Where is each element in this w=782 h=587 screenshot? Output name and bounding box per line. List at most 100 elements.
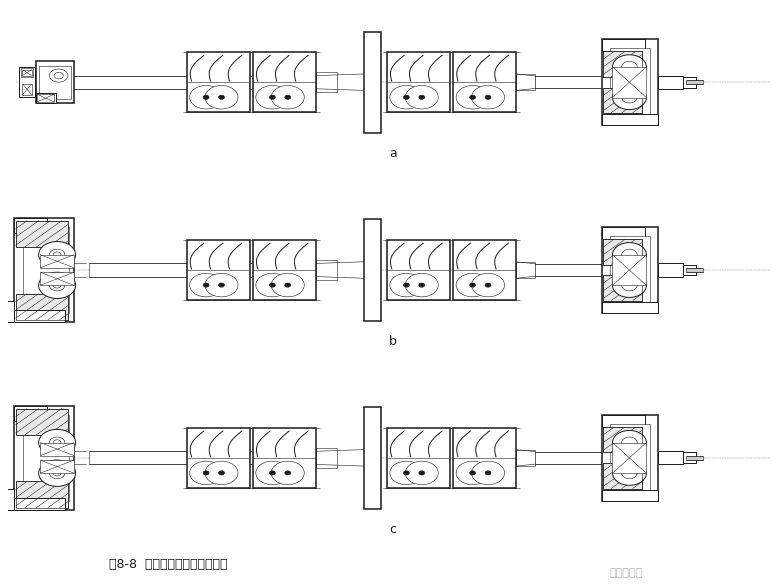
Circle shape [390, 86, 423, 109]
Circle shape [612, 86, 647, 110]
Bar [612, 255, 647, 285]
Bar [364, 220, 381, 321]
Bar [316, 72, 338, 92]
Bar [187, 52, 249, 112]
Circle shape [485, 283, 491, 287]
Circle shape [218, 471, 224, 475]
Circle shape [405, 86, 438, 109]
Bar [602, 415, 645, 427]
Bar [610, 48, 650, 116]
Circle shape [203, 95, 209, 99]
Bar [16, 481, 68, 508]
Bar [603, 463, 642, 488]
Circle shape [218, 283, 224, 287]
Circle shape [485, 95, 491, 99]
Circle shape [456, 461, 489, 485]
Polygon shape [316, 449, 364, 467]
Circle shape [404, 95, 409, 99]
Bar [364, 407, 381, 508]
Bar [686, 80, 702, 85]
Bar [23, 414, 70, 501]
Bar [23, 84, 32, 95]
Bar [14, 310, 65, 322]
Polygon shape [316, 73, 364, 91]
Text: b: b [389, 335, 397, 348]
Polygon shape [187, 76, 316, 89]
Bar [37, 95, 54, 102]
Bar [38, 66, 71, 99]
Circle shape [405, 274, 438, 297]
Circle shape [38, 460, 76, 487]
Bar [516, 262, 536, 278]
Bar [23, 70, 32, 76]
Circle shape [256, 461, 289, 485]
Bar [16, 481, 68, 508]
Circle shape [49, 437, 65, 448]
Circle shape [472, 86, 504, 109]
Circle shape [622, 92, 637, 103]
Circle shape [285, 95, 291, 99]
Circle shape [472, 461, 504, 485]
Bar [516, 450, 536, 466]
Bar [187, 240, 249, 300]
Circle shape [218, 95, 224, 99]
Bar [602, 39, 658, 125]
Circle shape [205, 86, 238, 109]
Polygon shape [536, 451, 602, 464]
Circle shape [189, 461, 223, 485]
Circle shape [390, 461, 423, 485]
Circle shape [405, 461, 438, 485]
Circle shape [271, 274, 304, 297]
Bar [253, 52, 316, 112]
Polygon shape [74, 76, 187, 89]
Circle shape [189, 86, 223, 109]
Bar [20, 68, 34, 97]
Bar [387, 240, 450, 300]
Circle shape [256, 274, 289, 297]
Bar [23, 227, 70, 313]
Circle shape [49, 468, 65, 478]
Circle shape [271, 86, 304, 109]
Bar [387, 428, 450, 488]
Polygon shape [88, 451, 187, 464]
Bar [603, 87, 642, 113]
Circle shape [622, 62, 637, 72]
Bar [187, 428, 249, 488]
Bar [21, 69, 34, 77]
Circle shape [470, 471, 475, 475]
Bar [686, 268, 702, 272]
Bar [2, 489, 14, 510]
Circle shape [419, 471, 425, 475]
Bar [658, 76, 683, 89]
Text: a: a [389, 147, 396, 160]
Bar [602, 114, 658, 125]
Bar [603, 239, 642, 265]
Circle shape [53, 440, 61, 446]
Bar [602, 415, 658, 501]
Circle shape [54, 72, 63, 79]
Bar [14, 406, 74, 510]
Bar [610, 424, 650, 492]
Circle shape [612, 430, 647, 454]
Bar [602, 39, 645, 52]
Polygon shape [536, 76, 602, 89]
Circle shape [38, 241, 76, 268]
Circle shape [49, 249, 65, 260]
Bar [16, 409, 68, 435]
Bar [610, 236, 650, 304]
Circle shape [205, 274, 238, 297]
Circle shape [622, 249, 637, 260]
Bar [40, 272, 74, 285]
Circle shape [49, 69, 68, 82]
Circle shape [38, 429, 76, 456]
Bar [16, 294, 68, 320]
Polygon shape [187, 264, 316, 276]
Bar [40, 443, 74, 456]
Circle shape [419, 283, 425, 287]
Bar [603, 239, 642, 265]
Polygon shape [88, 264, 187, 276]
Text: 图8-8  滚珠丝杠支承的典型结构: 图8-8 滚珠丝杠支承的典型结构 [109, 558, 228, 571]
Bar [603, 463, 642, 488]
Polygon shape [316, 261, 364, 279]
Bar [683, 453, 697, 463]
